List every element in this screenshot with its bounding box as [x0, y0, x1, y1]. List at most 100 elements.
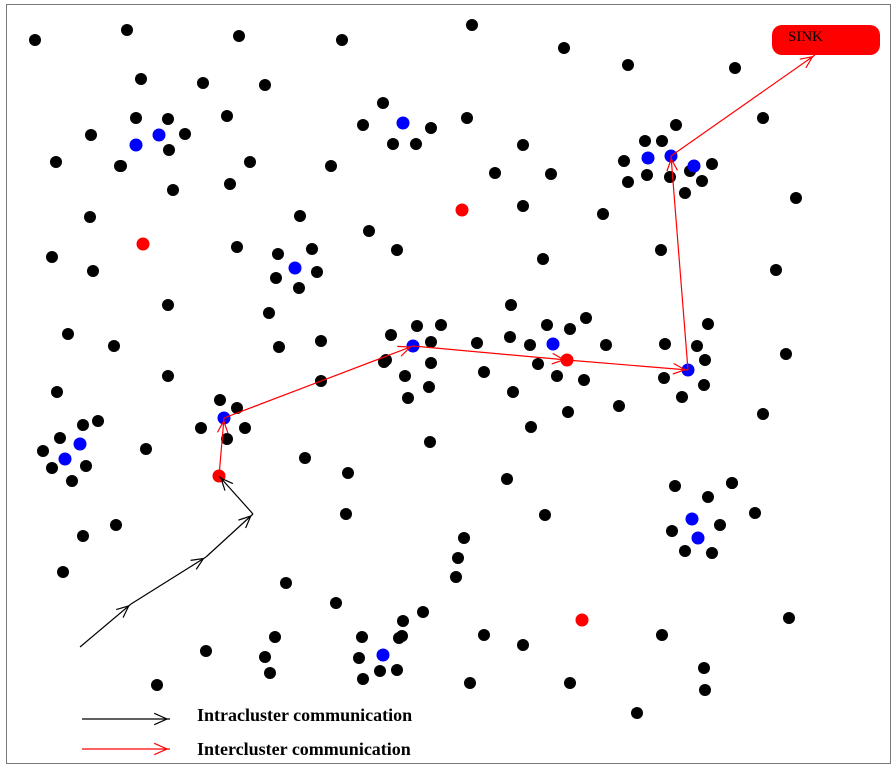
sensor-node — [140, 443, 152, 455]
sensor-node — [264, 667, 276, 679]
cluster-head-node — [685, 512, 699, 526]
cluster-head-node — [288, 261, 302, 275]
sensor-node — [507, 386, 519, 398]
sensor-node — [478, 629, 490, 641]
sensor-node — [489, 167, 501, 179]
sensor-node — [622, 176, 634, 188]
cluster-head-node — [687, 159, 701, 173]
cluster-head-node — [129, 138, 143, 152]
sensor-node — [504, 331, 516, 343]
cluster-head-node — [152, 128, 166, 142]
sensor-node — [391, 244, 403, 256]
sensor-node — [564, 323, 576, 335]
sensor-node — [224, 178, 236, 190]
sensor-node — [62, 328, 74, 340]
sensor-node — [374, 665, 386, 677]
sensor-node — [517, 200, 529, 212]
sensor-node — [410, 138, 422, 150]
sensor-node — [679, 545, 691, 557]
sensor-node — [702, 318, 714, 330]
sensor-nodes — [29, 19, 802, 719]
sensor-node — [151, 679, 163, 691]
communication-arrows — [79, 54, 816, 756]
sensor-node — [273, 341, 285, 353]
sensor-node — [294, 210, 306, 222]
sensor-node — [272, 248, 284, 260]
intercluster-arrow — [412, 345, 568, 365]
intracluster-arrow — [130, 556, 207, 605]
sensor-node — [200, 645, 212, 657]
sensor-node — [698, 379, 710, 391]
sensor-node — [664, 171, 676, 183]
sensor-node — [580, 312, 592, 324]
sensor-node — [340, 508, 352, 520]
sensor-node — [655, 244, 667, 256]
sensor-node — [749, 507, 761, 519]
sensor-node — [214, 394, 226, 406]
relay-node — [455, 203, 469, 217]
sensor-node — [524, 339, 536, 351]
sensor-node — [669, 480, 681, 492]
sensor-node — [259, 651, 271, 663]
sensor-node — [66, 475, 78, 487]
intercluster-arrow — [670, 54, 816, 157]
cluster-head-node — [376, 648, 390, 662]
sensor-node — [537, 253, 549, 265]
sensor-node — [478, 366, 490, 378]
sensor-node — [425, 357, 437, 369]
sensor-node — [770, 264, 782, 276]
intercluster-arrow — [666, 155, 689, 371]
intracluster-arrow — [79, 603, 132, 648]
sensor-node — [780, 348, 792, 360]
sensor-node — [51, 386, 63, 398]
sensor-node — [558, 42, 570, 54]
sensor-node — [239, 422, 251, 434]
relay-node — [575, 613, 589, 627]
sensor-node — [517, 639, 529, 651]
sensor-node — [233, 30, 245, 42]
intercluster-arrow — [216, 417, 229, 477]
sensor-node — [77, 419, 89, 431]
sensor-node — [263, 307, 275, 319]
sensor-node — [162, 370, 174, 382]
legend-intracluster-label: Intracluster communication — [197, 705, 413, 725]
sensor-node — [29, 34, 41, 46]
sensor-node — [706, 547, 718, 559]
sensor-node — [639, 135, 651, 147]
sensor-node — [726, 477, 738, 489]
sensor-node — [600, 339, 612, 351]
sensor-node — [541, 319, 553, 331]
sensor-node — [37, 445, 49, 457]
sensor-node — [377, 97, 389, 109]
sensor-node — [270, 272, 282, 284]
sensor-node — [259, 79, 271, 91]
sensor-node — [130, 112, 142, 124]
sensor-node — [121, 24, 133, 36]
sensor-node — [77, 530, 89, 542]
sensor-node — [425, 336, 437, 348]
sensor-node — [622, 59, 634, 71]
sensor-node — [357, 119, 369, 131]
sensor-node — [564, 677, 576, 689]
sensor-node — [87, 265, 99, 277]
sensor-node — [80, 460, 92, 472]
sensor-node — [92, 415, 104, 427]
sensor-node — [729, 62, 741, 74]
sensor-node — [532, 358, 544, 370]
sensor-node — [471, 337, 483, 349]
diagram-frame — [6, 4, 891, 764]
sensor-node — [231, 241, 243, 253]
cluster-head-node — [641, 151, 655, 165]
sensor-node — [385, 329, 397, 341]
sensor-node — [696, 175, 708, 187]
sensor-node — [656, 135, 668, 147]
sensor-node — [195, 422, 207, 434]
sensor-node — [46, 462, 58, 474]
sensor-node — [399, 370, 411, 382]
sensor-node — [597, 208, 609, 220]
sensor-node — [656, 629, 668, 641]
sensor-node — [393, 632, 405, 644]
sensor-node — [269, 631, 281, 643]
sensor-node — [458, 532, 470, 544]
sensor-node — [417, 606, 429, 618]
